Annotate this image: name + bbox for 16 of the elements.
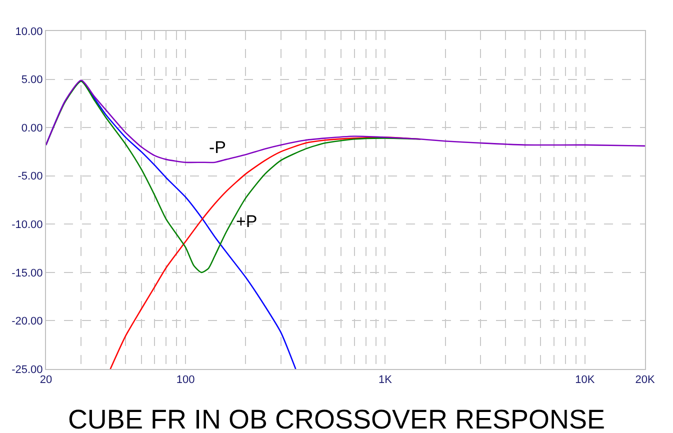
x-tick-label: 20K bbox=[635, 374, 656, 386]
y-tick-label: -20.00 bbox=[12, 316, 43, 328]
x-tick-label: 1K bbox=[378, 374, 393, 386]
y-tick-label: -10.00 bbox=[12, 218, 43, 231]
y-tick-label: -15.00 bbox=[12, 267, 43, 280]
x-tick-label: 20 bbox=[40, 374, 52, 386]
y-tick-label: 10.00 bbox=[15, 26, 43, 38]
x-tick-label: 100 bbox=[176, 374, 195, 386]
y-tick-label: -5.00 bbox=[18, 170, 43, 183]
annotation: +P bbox=[236, 212, 258, 231]
y-tick-label: -25.00 bbox=[12, 364, 43, 376]
y-tick-label: 5.00 bbox=[21, 74, 43, 86]
y-tick-label: 0.00 bbox=[21, 122, 43, 134]
text: CUBE FR IN OB CROSSOVER RESPONSE bbox=[68, 404, 606, 433]
annotation: -P bbox=[209, 138, 226, 157]
x-tick-label: 10K bbox=[575, 374, 596, 386]
